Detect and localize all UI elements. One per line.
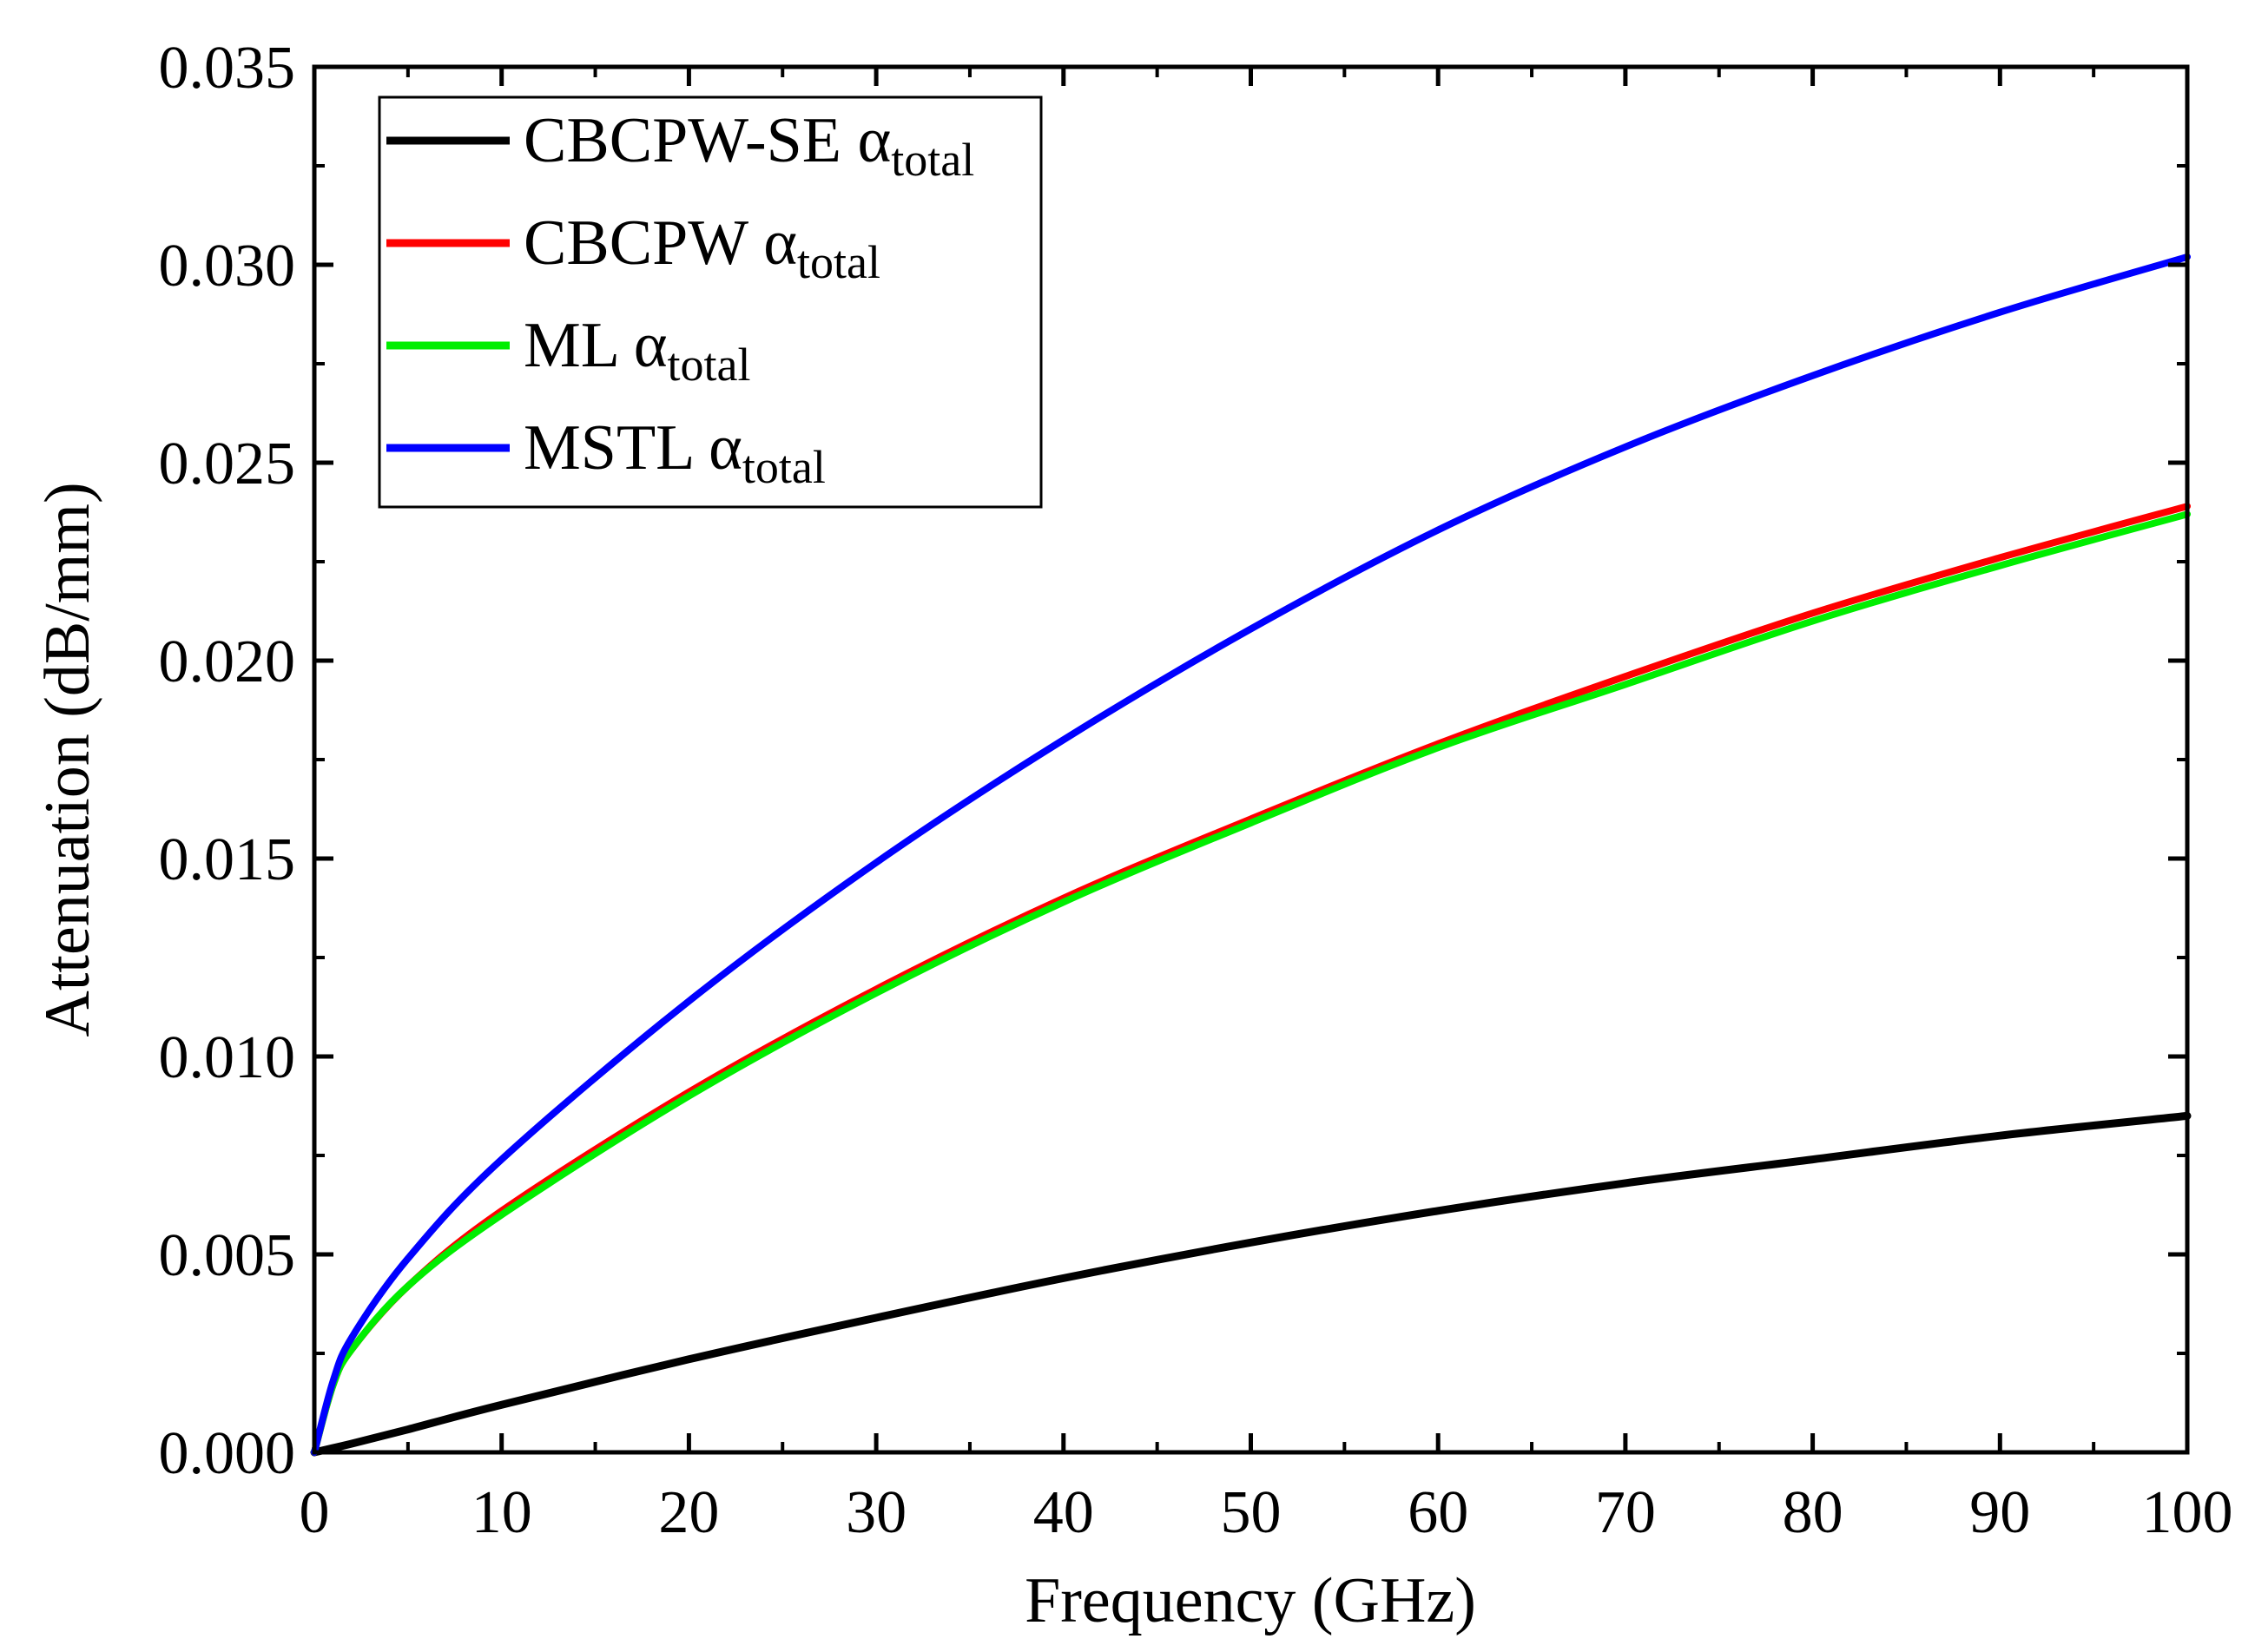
series-line-ml — [311, 510, 2191, 1456]
legend-label: ML αtotal — [524, 310, 751, 391]
series-line-cbcpw-se — [310, 1111, 2192, 1457]
x-tick-label: 0 — [300, 1479, 330, 1546]
legend-box — [378, 95, 1043, 509]
ticks-layer: 0 10 20 30 40 50 60 70 80 90 100 0.000 0.005 0.010 0.0… — [159, 35, 2233, 1546]
legend-label: MSTL αtotal — [524, 412, 826, 493]
series-line-cbcpw — [311, 503, 2191, 1456]
y-tick-label: 0.000 — [159, 1420, 296, 1487]
y-tick-label: 0.005 — [159, 1222, 296, 1289]
y-tick-label: 0.035 — [159, 35, 296, 102]
y-tick-label: 0.025 — [159, 431, 296, 497]
x-tick-label: 40 — [1033, 1479, 1094, 1546]
series-layer — [310, 253, 2192, 1457]
x-tick-label: 80 — [1783, 1479, 1843, 1546]
x-tick-label: 70 — [1595, 1479, 1656, 1546]
x-tick-label: 100 — [2142, 1479, 2233, 1546]
x-tick-label: 60 — [1408, 1479, 1468, 1546]
x-tick-label: 50 — [1221, 1479, 1282, 1546]
x-tick-label: 90 — [1969, 1479, 2030, 1546]
plot-frame — [312, 64, 2190, 1455]
legend-label: CBCPW αtotal — [524, 207, 880, 288]
x-tick-label: 30 — [846, 1479, 907, 1546]
x-axis-title: Frequency (GHz) — [1025, 1565, 1476, 1636]
y-tick-label: 0.020 — [159, 629, 296, 695]
x-tick-label: 10 — [471, 1479, 532, 1546]
y-tick-label: 0.030 — [159, 233, 296, 299]
series-line-mstl — [311, 253, 2191, 1456]
legend-label: CBCPW-SE αtotal — [524, 105, 974, 186]
y-tick-label: 0.010 — [159, 1024, 296, 1091]
y-axis-title: Attenuation (dB/mm) — [32, 482, 103, 1037]
y-tick-label: 0.015 — [159, 826, 296, 893]
x-tick-label: 20 — [658, 1479, 719, 1546]
legend: CBCPW-SE αtotal CBCPW αtotal ML αtotal MSTL… — [378, 95, 1043, 509]
